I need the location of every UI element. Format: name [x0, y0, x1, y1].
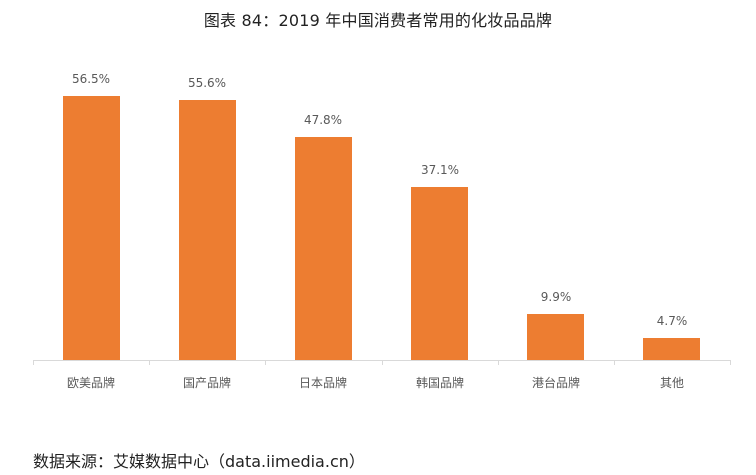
- bar: [179, 100, 236, 360]
- data-label: 37.1%: [420, 163, 460, 177]
- x-axis-tick: [265, 360, 266, 365]
- bar: [643, 338, 700, 360]
- x-axis-line: [33, 360, 730, 361]
- data-label: 56.5%: [71, 72, 111, 86]
- x-axis-tick: [730, 360, 731, 365]
- x-axis-tick: [382, 360, 383, 365]
- category-label: 日本品牌: [298, 376, 347, 390]
- data-source: 数据来源：艾媒数据中心（data.iimedia.cn）: [33, 452, 365, 471]
- category-label: 韩国品牌: [415, 376, 464, 390]
- data-label: 4.7%: [656, 314, 688, 328]
- data-label: 9.9%: [540, 290, 572, 304]
- bar: [63, 96, 120, 360]
- category-label: 其他: [659, 376, 684, 390]
- x-axis-tick: [614, 360, 615, 365]
- bar: [411, 187, 468, 360]
- chart-title: 图表 84：2019 年中国消费者常用的化妆品品牌: [203, 11, 553, 30]
- data-label: 47.8%: [303, 113, 343, 127]
- category-label: 欧美品牌: [66, 376, 115, 390]
- category-label: 港台品牌: [531, 376, 580, 390]
- category-label: 国产品牌: [182, 376, 231, 390]
- data-label: 55.6%: [187, 76, 227, 90]
- bar: [295, 137, 352, 360]
- x-axis-tick: [33, 360, 34, 365]
- x-axis-tick: [149, 360, 150, 365]
- bar: [527, 314, 584, 360]
- x-axis-tick: [498, 360, 499, 365]
